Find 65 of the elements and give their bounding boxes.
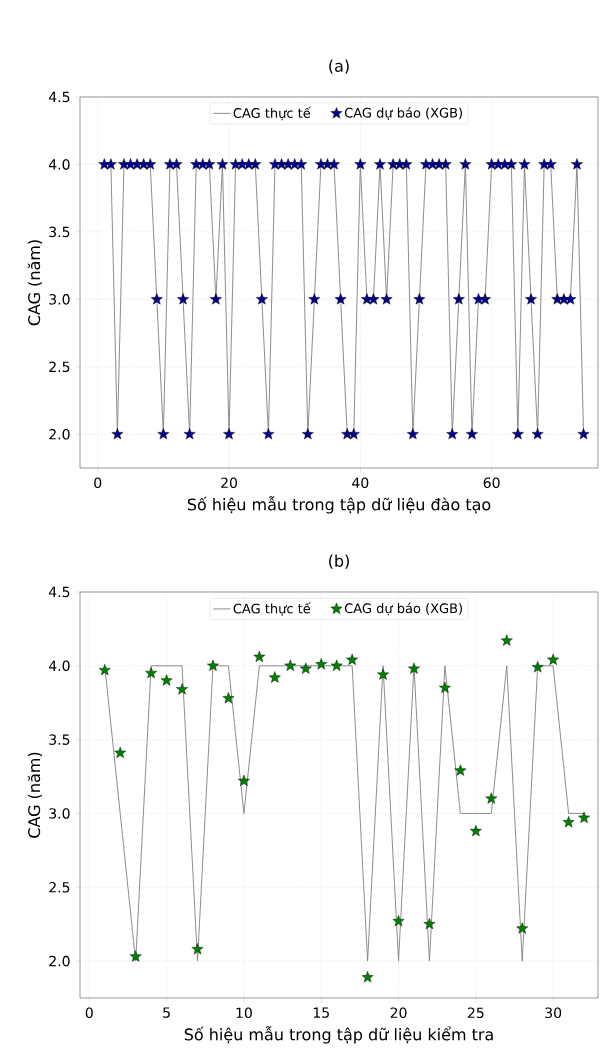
point: [377, 668, 389, 680]
x-tick-label: 60: [483, 477, 500, 489]
legend-label: CAG dự báo (XGB): [344, 602, 462, 616]
point: [330, 659, 343, 671]
point: [299, 662, 312, 674]
point: [547, 653, 560, 665]
point: [268, 671, 281, 683]
x-axis-title: Số hiệu mẫu trong tập dữ liệu đào tạo: [187, 496, 491, 514]
point: [145, 666, 158, 679]
y-axis-title: CAG (năm): [27, 240, 43, 326]
point: [392, 915, 405, 927]
x-tick-label: 30: [545, 1007, 562, 1019]
point: [485, 792, 498, 804]
y-tick-label: 3.0: [49, 294, 70, 305]
point: [469, 824, 482, 837]
legend-label: CAG thực tế: [233, 106, 311, 121]
point: [160, 674, 173, 686]
x-axis-title: Số hiệu mẫu trong tập dữ liệu kiểm tra: [184, 1026, 493, 1044]
x-tick-label: 20: [390, 1007, 407, 1019]
y-tick-label: 4.5: [48, 586, 70, 598]
point: [238, 774, 250, 787]
y-axis-title: CAG (năm): [27, 752, 43, 838]
point: [207, 659, 219, 671]
point: [315, 658, 328, 670]
y-tick-label: 4.0: [48, 660, 70, 672]
x-tick-label: 0: [94, 477, 102, 489]
y-tick-label: 2.5: [49, 881, 70, 893]
point: [361, 971, 374, 983]
point: [98, 664, 111, 676]
x-tick-label: 25: [467, 1007, 484, 1019]
point: [253, 650, 266, 663]
y-tick-label: 2.5: [49, 361, 70, 373]
point: [423, 917, 436, 930]
point: [500, 634, 513, 646]
y-tick-label: 2.0: [49, 955, 70, 967]
point: [176, 683, 188, 695]
x-tick-label: 5: [163, 1007, 170, 1018]
point: [439, 681, 451, 694]
x-tick-label: 40: [352, 477, 369, 489]
chart-title: (b): [329, 554, 349, 569]
point: [408, 662, 420, 674]
chart-title: (a): [329, 59, 349, 74]
point: [346, 653, 359, 665]
y-tick-label: 4.0: [48, 159, 70, 170]
y-tick-label: 2.0: [49, 428, 70, 440]
point: [284, 659, 297, 671]
point: [562, 816, 575, 828]
point: [516, 922, 529, 934]
point: [129, 950, 142, 962]
point: [578, 811, 590, 823]
y-tick-label: 3.0: [49, 808, 70, 819]
x-tick-label: 0: [85, 1007, 93, 1019]
legend-label: CAG thực tế: [233, 602, 311, 616]
point: [454, 764, 467, 776]
x-tick-label: 15: [313, 1007, 329, 1018]
point: [222, 692, 235, 704]
y-tick-label: 4.5: [48, 91, 70, 103]
x-tick-label: 20: [221, 477, 238, 489]
y-tick-label: 3.5: [49, 734, 70, 745]
point: [114, 746, 127, 758]
point: [531, 661, 544, 673]
legend-label: CAG dự báo (XGB): [344, 107, 462, 120]
x-tick-label: 10: [236, 1007, 252, 1019]
point: [191, 943, 204, 955]
y-tick-label: 3.5: [49, 226, 70, 238]
